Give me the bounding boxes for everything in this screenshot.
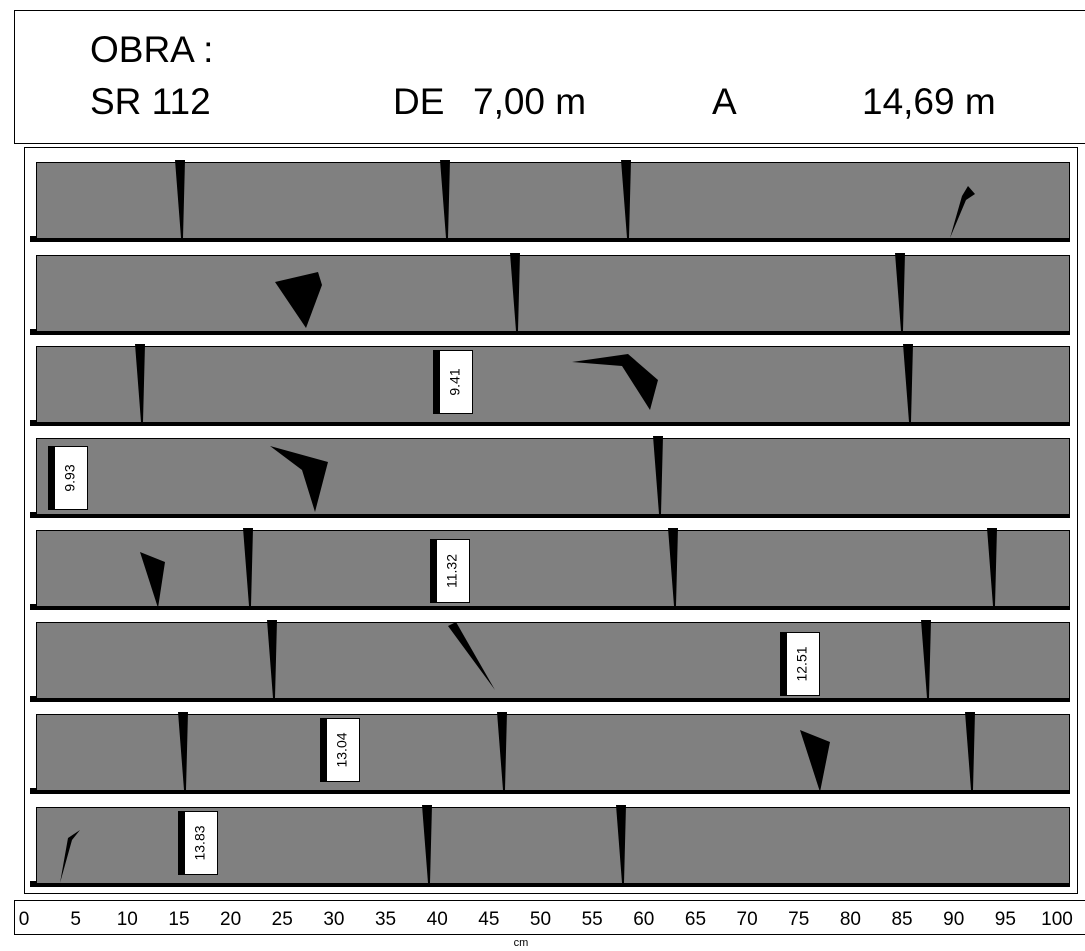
depth-label: 13.04 bbox=[334, 732, 350, 767]
scale-tick-label: 25 bbox=[272, 909, 293, 930]
header-label: OBRA : bbox=[90, 29, 213, 70]
scale-tick-label: 45 bbox=[478, 909, 499, 930]
scale-tick-label: 0 bbox=[19, 909, 30, 930]
from-label: DE bbox=[393, 81, 444, 122]
fracture bbox=[903, 344, 913, 422]
project: SR 112 bbox=[90, 81, 211, 122]
fracture bbox=[422, 805, 432, 883]
fracture bbox=[621, 160, 631, 238]
scale-tick-label: 40 bbox=[427, 909, 448, 930]
scale-tick-label: 75 bbox=[788, 909, 809, 930]
depth-tag-face bbox=[786, 632, 820, 696]
fracture bbox=[965, 712, 975, 790]
fracture bbox=[267, 620, 277, 698]
depth-tag-face bbox=[439, 350, 473, 414]
core-segment bbox=[36, 530, 1070, 607]
scale-tick-label: 100 bbox=[1041, 909, 1073, 930]
fracture-patch bbox=[270, 446, 328, 512]
scale-tick-label: 90 bbox=[943, 909, 964, 930]
fracture-patch bbox=[800, 730, 830, 792]
fracture-patch bbox=[572, 354, 658, 410]
core-segment bbox=[36, 255, 1070, 332]
fracture bbox=[895, 253, 905, 331]
to-depth: 14,69 m bbox=[862, 81, 996, 122]
scale-tick-label: 20 bbox=[220, 909, 241, 930]
scale-unit: cm bbox=[514, 937, 529, 949]
scale-tick-label: 5 bbox=[70, 909, 81, 930]
from-depth: 7,00 m bbox=[473, 81, 586, 122]
fracture-patch bbox=[950, 186, 975, 238]
scale-tick-label: 50 bbox=[530, 909, 551, 930]
scale-tick-label: 65 bbox=[685, 909, 706, 930]
fracture bbox=[135, 344, 145, 422]
depth-tag-face bbox=[184, 811, 218, 875]
core-segment bbox=[36, 346, 1070, 423]
fracture bbox=[616, 805, 626, 883]
fracture bbox=[497, 712, 507, 790]
scale-tick-label: 55 bbox=[582, 909, 603, 930]
scale-tick-label: 80 bbox=[840, 909, 861, 930]
depth-label: 13.83 bbox=[192, 825, 208, 860]
core-segment bbox=[36, 622, 1070, 699]
to-label: A bbox=[712, 81, 737, 122]
depth-tag-face bbox=[54, 446, 88, 510]
scale-box bbox=[14, 900, 1085, 935]
fracture-patch bbox=[275, 272, 322, 328]
fracture-patch bbox=[60, 830, 80, 883]
core-segment bbox=[36, 438, 1070, 515]
fracture bbox=[668, 528, 678, 606]
scale-tick-label: 10 bbox=[117, 909, 138, 930]
depth-label: 9.41 bbox=[447, 368, 463, 395]
fracture bbox=[178, 712, 188, 790]
scale-tick-label: 30 bbox=[323, 909, 344, 930]
depth-label: 12.51 bbox=[794, 646, 810, 681]
core-segment bbox=[36, 162, 1070, 239]
scale-tick-label: 70 bbox=[737, 909, 758, 930]
core-segment bbox=[36, 714, 1070, 791]
depth-label: 9.93 bbox=[62, 464, 78, 491]
fracture bbox=[175, 160, 185, 238]
depth-tag-face bbox=[436, 539, 470, 603]
fracture-patch bbox=[140, 552, 165, 608]
fracture bbox=[921, 620, 931, 698]
fracture bbox=[987, 528, 997, 606]
fracture bbox=[653, 436, 663, 514]
fracture-patch bbox=[448, 622, 495, 690]
fracture bbox=[243, 528, 253, 606]
depth-label: 11.32 bbox=[444, 554, 460, 588]
scale-tick-label: 60 bbox=[633, 909, 654, 930]
header-box bbox=[14, 10, 1085, 144]
scale-tick-label: 35 bbox=[375, 909, 396, 930]
scale-tick-label: 85 bbox=[891, 909, 912, 930]
fracture bbox=[440, 160, 450, 238]
scale-tick-label: 95 bbox=[995, 909, 1016, 930]
fracture bbox=[510, 253, 520, 331]
scale-tick-label: 15 bbox=[168, 909, 189, 930]
depth-tag-face bbox=[326, 718, 360, 782]
